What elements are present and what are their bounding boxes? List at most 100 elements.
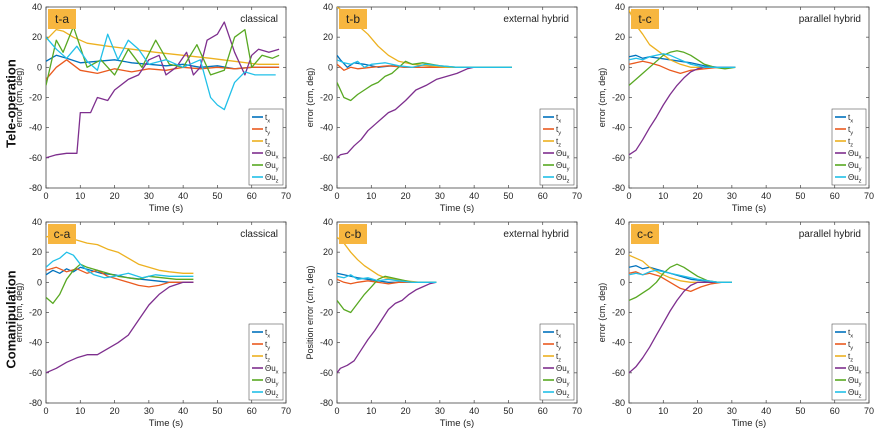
y-tick-label: -40 <box>612 338 625 348</box>
x-tick-label: 40 <box>761 406 771 416</box>
series-line-thetau_x <box>337 66 475 159</box>
legend-label: Θuz <box>265 388 279 400</box>
series-line-t_z <box>46 28 280 65</box>
y-tick-label: 0 <box>620 277 625 287</box>
panel-tag: t-a <box>55 12 69 26</box>
legend-label: Θuy <box>265 161 279 173</box>
legend-label: Θuy <box>848 161 862 173</box>
y-tick-label: 20 <box>615 32 625 42</box>
y-tick-label: -80 <box>29 183 42 193</box>
x-tick-label: 20 <box>693 191 703 201</box>
y-tick-label: -40 <box>29 123 42 133</box>
x-tick-label: 60 <box>830 406 840 416</box>
legend-label: tx <box>848 113 853 125</box>
chart-panel-c-b: 0 10 20 30 40 50 60 70 -80 -60 -40 -20 0 20 40 Time (s)… <box>305 217 582 429</box>
y-tick-label: -40 <box>320 123 333 133</box>
x-tick-label: 40 <box>178 191 188 201</box>
y-tick-label: -80 <box>612 183 625 193</box>
y-tick-label: -60 <box>612 153 625 163</box>
legend-box <box>831 108 867 186</box>
row-label-comanipulation: Comanipulation <box>3 270 19 369</box>
legend-label: Θuz <box>556 388 570 400</box>
x-tick-label: 20 <box>110 406 120 416</box>
x-tick-label: 10 <box>366 406 376 416</box>
panel-tag-badge <box>339 224 367 244</box>
x-tick-label: 60 <box>538 406 548 416</box>
y-tick-label: 40 <box>615 2 625 12</box>
row-label-teleoperation: Tele-operation <box>3 59 19 148</box>
x-tick-label: 70 <box>281 406 291 416</box>
y-tick-label: -20 <box>29 308 42 318</box>
x-tick-label: 10 <box>366 191 376 201</box>
series-line-thetau_z <box>629 53 736 68</box>
y-axis-label: error (cm, deg) <box>597 68 607 128</box>
legend-label: tx <box>265 113 270 125</box>
x-tick-label: 70 <box>572 406 582 416</box>
y-tick-label: -20 <box>612 308 625 318</box>
chart-panel-t-b: 0 10 20 30 40 50 60 70 -80 -60 -40 -20 0 20 40 Time (s)… <box>305 2 582 214</box>
legend-label: Θuz <box>556 173 570 185</box>
y-tick-label: -20 <box>320 93 333 103</box>
x-tick-label: 10 <box>658 406 668 416</box>
y-tick-label: 0 <box>328 62 333 72</box>
legend-label: Θuy <box>265 376 279 388</box>
x-tick-label: 70 <box>864 406 874 416</box>
legend-label: ty <box>556 340 561 352</box>
series-line-thetau_z <box>337 274 437 283</box>
y-tick-label: -40 <box>320 338 333 348</box>
legend-label: tz <box>556 352 561 364</box>
plot-area <box>45 221 287 404</box>
y-tick-label: 40 <box>32 2 42 12</box>
legend-label: tx <box>848 328 853 340</box>
x-tick-label: 70 <box>864 191 874 201</box>
legend-label: ty <box>848 125 853 137</box>
chart-panel-t-a: 0 10 20 30 40 50 60 70 -80 -60 -40 -20 0 20 40 Time (s)… <box>14 2 291 214</box>
x-axis-label: Time (s) <box>440 418 474 429</box>
x-tick-label: 60 <box>830 191 840 201</box>
series-line-thetau_x <box>337 281 437 374</box>
panel-title: external hybrid <box>503 14 569 25</box>
y-tick-label: 20 <box>32 247 42 257</box>
y-tick-label: 40 <box>32 217 42 227</box>
series-line-thetau_x <box>46 21 280 159</box>
x-tick-label: 50 <box>212 191 222 201</box>
y-tick-label: 20 <box>323 32 333 42</box>
legend-label: ty <box>265 125 270 137</box>
y-tick-label: 0 <box>37 277 42 287</box>
legend-label: Θuz <box>848 388 862 400</box>
x-tick-label: 0 <box>43 406 48 416</box>
x-axis-label: Time (s) <box>149 418 183 429</box>
y-tick-label: 0 <box>37 62 42 72</box>
legend-box <box>831 323 867 401</box>
x-axis-label: Time (s) <box>440 203 474 214</box>
y-tick-label: 0 <box>328 277 333 287</box>
series-line-thetau_y <box>46 263 194 305</box>
legend-label: Θux <box>265 364 279 376</box>
x-tick-label: 50 <box>795 191 805 201</box>
series-line-thetau_z <box>629 269 732 283</box>
legend-label: ty <box>265 340 270 352</box>
panel-title: parallel hybrid <box>799 229 861 240</box>
chart-panel-c-a: 0 10 20 30 40 50 60 70 -80 -60 -40 -20 0 20 40 Time (s)… <box>14 217 291 429</box>
y-tick-label: -60 <box>320 153 333 163</box>
y-axis-label: error (cm, deg) <box>14 283 24 343</box>
panel-tag-badge <box>631 224 659 244</box>
y-tick-label: -80 <box>320 398 333 408</box>
series-line-t_y <box>337 63 512 71</box>
y-tick-label: 20 <box>32 32 42 42</box>
y-tick-label: 0 <box>620 62 625 72</box>
legend-label: tz <box>265 137 270 149</box>
legend-label: tz <box>265 352 270 364</box>
x-tick-label: 40 <box>178 406 188 416</box>
legend-label: ty <box>848 340 853 352</box>
x-tick-label: 10 <box>75 406 85 416</box>
x-axis-label: Time (s) <box>732 418 766 429</box>
y-tick-label: -60 <box>29 153 42 163</box>
x-tick-label: 50 <box>503 191 513 201</box>
legend-box <box>248 108 284 186</box>
x-axis-label: Time (s) <box>732 203 766 214</box>
legend-label: Θux <box>265 149 279 161</box>
y-axis-label: Position error (cm, deg) <box>305 265 315 359</box>
legend-box <box>539 108 575 186</box>
x-tick-label: 20 <box>401 406 411 416</box>
